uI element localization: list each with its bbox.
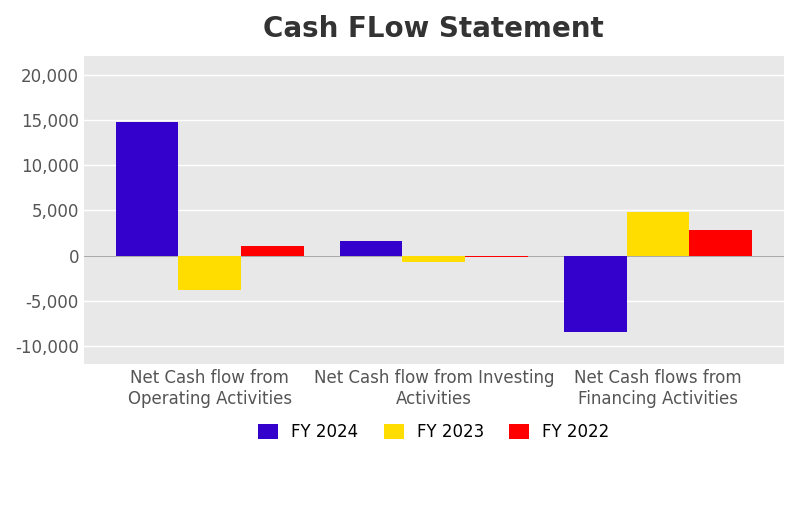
Bar xyxy=(465,256,528,257)
Bar xyxy=(690,230,752,256)
Bar xyxy=(626,212,690,256)
Bar xyxy=(116,122,178,256)
Title: Cash FLow Statement: Cash FLow Statement xyxy=(264,15,604,43)
Bar xyxy=(241,246,304,256)
Bar xyxy=(564,256,626,333)
Bar xyxy=(403,256,465,262)
Legend: FY 2024, FY 2023, FY 2022: FY 2024, FY 2023, FY 2022 xyxy=(252,417,616,448)
Bar xyxy=(178,256,241,290)
Bar xyxy=(340,241,403,256)
